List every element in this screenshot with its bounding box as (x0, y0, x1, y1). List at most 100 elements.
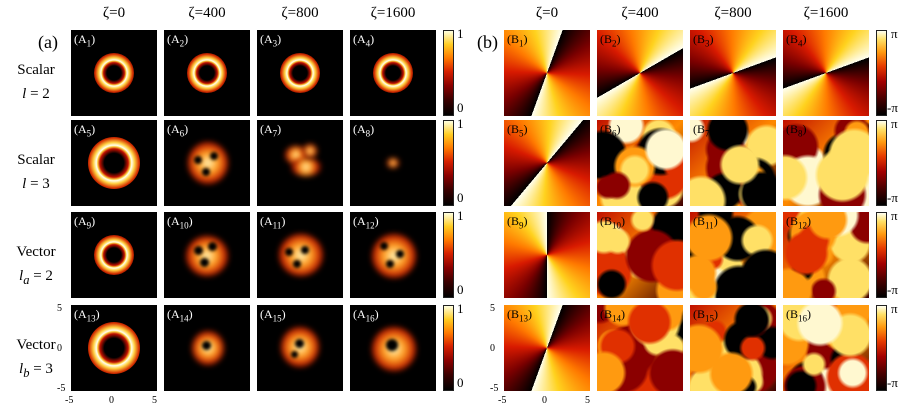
phase-colorbar (876, 120, 887, 206)
phase-map: (B1) (504, 30, 590, 116)
row-label-value: = 3 (26, 176, 50, 192)
row-label-line1: Scalar (17, 62, 55, 78)
panel-tag: (A14) (167, 307, 193, 324)
row-label-line2: l = 2 (6, 82, 66, 110)
colorbar-min-label: 0 (457, 375, 464, 390)
intensity-map: (A15) (257, 305, 343, 391)
x-axis-tick-a: 5 (152, 395, 157, 406)
panel-tag: (B12) (786, 214, 812, 231)
vortex-core (202, 341, 211, 350)
colorbar-max-label: π (891, 208, 898, 223)
panel-tag-index: 5 (519, 128, 524, 139)
column-header-b: ζ=400 (621, 5, 659, 21)
intensity-map: (A5) (71, 120, 157, 206)
panel-tag-index: 10 (612, 220, 622, 231)
row-label-variable: l (19, 361, 24, 377)
x-axis-tick-a: 0 (109, 395, 114, 406)
intensity-lobe (372, 234, 416, 278)
vortex-core (285, 248, 293, 256)
intensity-ring (94, 235, 134, 275)
intensity-map: (A9) (71, 212, 157, 298)
panel-tag: (A15) (260, 307, 286, 324)
intensity-map: (A12) (350, 212, 436, 298)
colorbar-max-label: π (891, 116, 898, 131)
row-label-value: = 3 (29, 361, 53, 377)
panel-tag: (A1) (74, 32, 96, 49)
row-label-line2: lb = 3 (6, 357, 66, 385)
panel-tag-letter: A (264, 32, 273, 46)
panel-tag: (A5) (74, 122, 96, 139)
intensity-map: (A8) (350, 120, 436, 206)
intensity-colorbar (443, 212, 454, 298)
phase-map: (B9) (504, 212, 590, 298)
intensity-colorbar (443, 305, 454, 391)
panel-tag-letter: A (264, 122, 273, 136)
panel-tag-letter: A (78, 122, 87, 136)
row-label: Scalar l = 3 (6, 148, 66, 200)
panel-tag-index: 1 (519, 38, 524, 49)
column-header-b: ζ=0 (535, 5, 559, 21)
panel-tag-letter: B (790, 32, 799, 46)
panel-tag: (A4) (353, 32, 375, 49)
colorbar-min-label: 0 (457, 190, 464, 205)
panel-tag-letter: A (357, 122, 366, 136)
panel-tag-letter: B (697, 32, 706, 46)
intensity-ring (187, 53, 227, 93)
colorbar-max-label: 1 (457, 208, 464, 223)
panel-tag-letter: B (790, 214, 799, 228)
panel-tag-letter: B (697, 122, 706, 136)
panel-tag-letter: A (78, 307, 87, 321)
intensity-map: (A13) (71, 305, 157, 391)
intensity-map: (A2) (164, 30, 250, 116)
vortex-core (386, 339, 398, 351)
intensity-lobe (188, 142, 228, 184)
column-header-a: ζ=0 (102, 5, 126, 21)
panel-tag-index: 8 (365, 128, 371, 139)
x-axis-tick-a: -5 (65, 395, 74, 406)
panel-tag-letter: A (357, 32, 366, 46)
panel-tag-index: 13 (519, 313, 529, 324)
colorbar-max-label: π (891, 26, 898, 41)
row-label-variable: l (19, 268, 24, 284)
panel-tag-letter: B (697, 214, 706, 228)
panel-tag: (B3) (693, 32, 714, 49)
panel-tag: (B16) (786, 307, 812, 324)
phase-map: (B10) (597, 212, 683, 298)
panel-label-a: (a) (38, 32, 58, 52)
panel-tag-index: 9 (86, 220, 92, 231)
panel-tag-letter: A (171, 32, 180, 46)
panel-tag: (B15) (693, 307, 719, 324)
panel-tag: (A3) (260, 32, 282, 49)
column-header-a: ζ=400 (188, 5, 226, 21)
intensity-ring (88, 137, 140, 189)
row-label-variable: l (22, 86, 27, 102)
row-label-line1: Scalar (17, 152, 55, 168)
phase-map: (B5) (504, 120, 590, 206)
intensity-lobe (387, 158, 399, 168)
panel-tag-letter: A (78, 32, 87, 46)
panel-tag-index: 6 (612, 128, 617, 139)
panel-tag: (B13) (507, 307, 533, 324)
vortex-core (210, 152, 218, 160)
panel-tag: (B5) (507, 122, 528, 139)
panel-tag-index: 6 (179, 128, 185, 139)
intensity-ring (280, 53, 320, 93)
panel-tag-letter: A (264, 214, 273, 228)
intensity-map: (A6) (164, 120, 250, 206)
phase-map: (B13) (504, 305, 590, 391)
panel-tag: (A11) (260, 214, 286, 231)
panel-tag-index: 7 (272, 128, 278, 139)
panel-tag-letter: B (511, 214, 520, 228)
intensity-lobe (303, 144, 317, 158)
panel-tag-index: 16 (798, 313, 808, 324)
panel-tag: (A16) (353, 307, 379, 324)
intensity-map: (A1) (71, 30, 157, 116)
intensity-map: (A14) (164, 305, 250, 391)
panel-tag: (A7) (260, 122, 282, 139)
vortex-core (295, 339, 304, 348)
panel-tag-index: 15 (705, 313, 715, 324)
panel-tag-letter: B (790, 307, 799, 321)
vortex-core (194, 156, 202, 164)
phase-colorbar (876, 305, 887, 391)
panel-tag-letter: B (511, 32, 520, 46)
